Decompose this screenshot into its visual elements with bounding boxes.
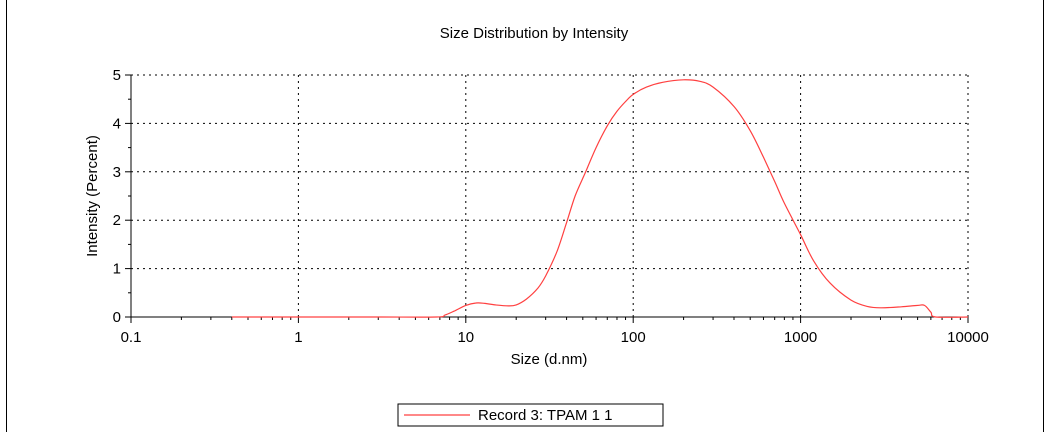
x-tick-label: 1000 [784, 329, 817, 346]
y-tick-label: 1 [113, 261, 121, 278]
x-tick-label: 1 [294, 329, 302, 346]
x-axis-label: Size (d.nm) [511, 351, 588, 368]
legend: Record 3: TPAM 1 1 [397, 403, 664, 427]
x-tick-label: 0.1 [121, 329, 142, 346]
chart-frame [6, 0, 1044, 432]
chart-title: Size Distribution by Intensity [440, 25, 629, 42]
y-tick-label: 5 [113, 67, 121, 84]
grid [131, 74, 969, 317]
y-tick-label: 2 [113, 212, 121, 229]
y-tick-label: 4 [113, 115, 121, 132]
x-axis-ticks: 0.1 1 10 100 1000 10000 [121, 317, 989, 346]
series-line [231, 79, 969, 318]
y-tick-label: 0 [113, 309, 121, 326]
x-tick-label: 10000 [947, 329, 989, 346]
y-axis-ticks: 0 1 2 3 4 5 [113, 67, 131, 326]
plot-area [231, 79, 969, 318]
x-tick-label: 10 [457, 329, 474, 346]
x-tick-label: 100 [621, 329, 646, 346]
y-axis-label: Intensity (Percent) [84, 135, 101, 257]
axes [130, 75, 968, 318]
legend-box [397, 403, 664, 427]
y-tick-label: 3 [113, 164, 121, 181]
legend-label: Record 3: TPAM 1 1 [478, 407, 613, 424]
